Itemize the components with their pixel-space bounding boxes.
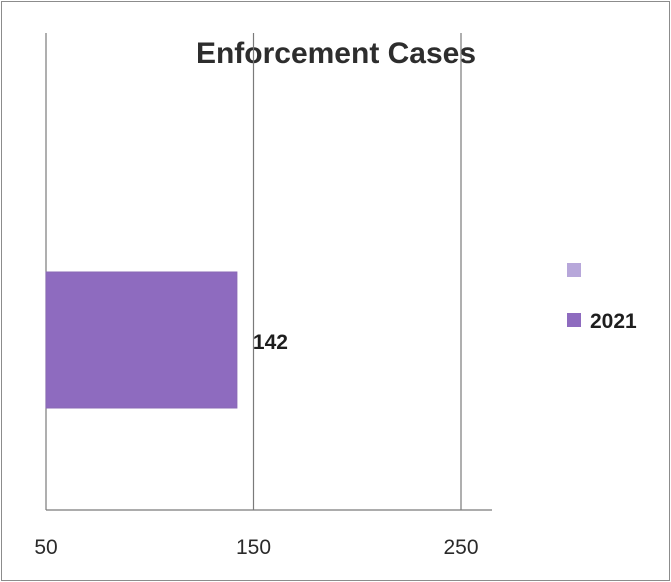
x-axis: 50 150 250 — [34, 509, 492, 559]
data-label: 142 — [253, 331, 288, 354]
chart-title: Enforcement Cases — [196, 37, 476, 70]
bars — [45, 271, 238, 409]
legend: 2021 — [567, 263, 637, 333]
bar-2021 — [45, 271, 238, 409]
x-tick-label: 50 — [34, 536, 57, 559]
legend-label: 2021 — [590, 310, 637, 333]
x-tick-label: 250 — [443, 536, 478, 559]
legend-swatch — [567, 263, 581, 277]
legend-swatch — [567, 313, 581, 327]
x-tick-label: 150 — [236, 536, 271, 559]
data-labels: 142 — [253, 331, 288, 354]
